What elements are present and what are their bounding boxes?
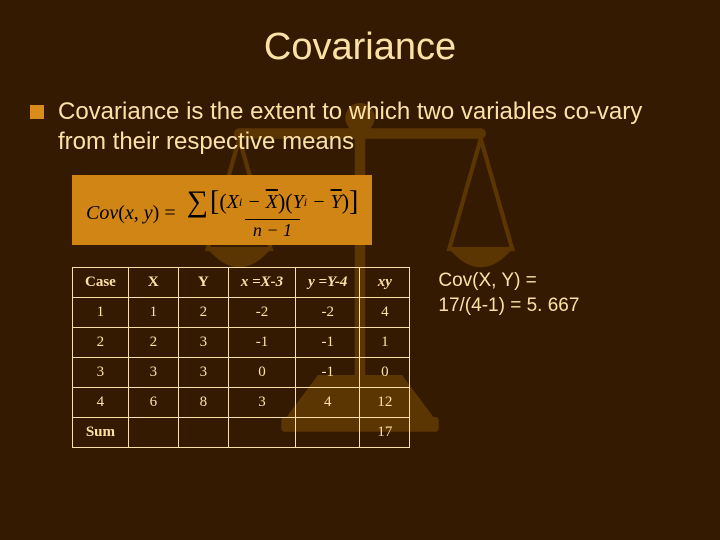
formula-denominator: n − 1 (245, 219, 300, 241)
formula: Cov(x, y) = ∑ [ (Xi − X) (Yi − Y) ] n − … (86, 185, 358, 241)
col-ydev: y =Y-4 (296, 268, 360, 298)
sum-label: Sum (73, 418, 129, 448)
slide-title: Covariance (30, 26, 690, 69)
table-row: 1 1 2 -2 -2 4 (73, 298, 410, 328)
col-y: Y (178, 268, 228, 298)
bullet-definition: Covariance is the extent to which two va… (30, 97, 690, 157)
table-row: 2 2 3 -1 -1 1 (73, 328, 410, 358)
lower-section: Case X Y x =X-3 y =Y-4 xy 1 1 2 -2 -2 4 (72, 267, 690, 448)
result-text: Cov(X, Y) = 17/(4-1) = 5. 667 (438, 269, 579, 318)
definition-text: Covariance is the extent to which two va… (58, 97, 690, 157)
data-table: Case X Y x =X-3 y =Y-4 xy 1 1 2 -2 -2 4 (72, 267, 410, 448)
formula-box: Cov(x, y) = ∑ [ (Xi − X) (Yi − Y) ] n − … (72, 175, 372, 245)
table-header-row: Case X Y x =X-3 y =Y-4 xy (73, 268, 410, 298)
table-row: 3 3 3 0 -1 0 (73, 358, 410, 388)
sum-value: 17 (360, 418, 410, 448)
table-row: 4 6 8 3 4 12 (73, 388, 410, 418)
table-sum-row: Sum 17 (73, 418, 410, 448)
col-xdev: x =X-3 (228, 268, 295, 298)
slide-content: Covariance Covariance is the extent to w… (0, 0, 720, 540)
col-x: X (128, 268, 178, 298)
bullet-icon (30, 105, 44, 119)
col-xy: xy (360, 268, 410, 298)
col-case: Case (73, 268, 129, 298)
